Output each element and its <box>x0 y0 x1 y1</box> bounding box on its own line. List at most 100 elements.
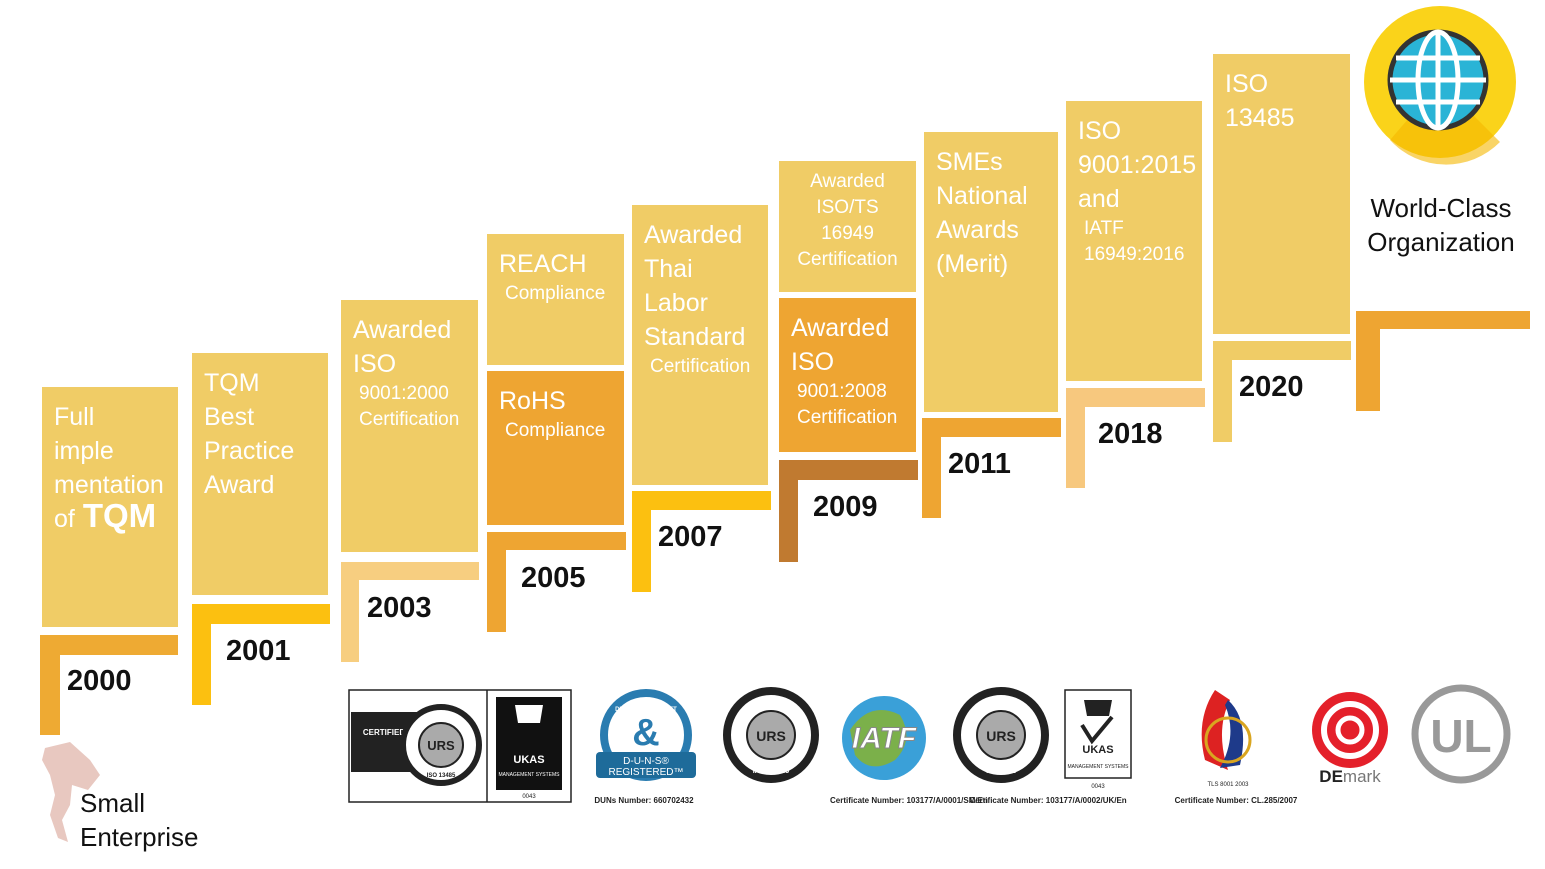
step-text: and <box>1078 185 1120 213</box>
thailand-map <box>42 742 100 842</box>
logo-text: 0043 <box>522 794 536 800</box>
step-bracket <box>192 604 330 705</box>
step-box <box>487 371 624 525</box>
step-text: 9001:2015 <box>1078 151 1196 179</box>
step-text: ISO <box>1225 70 1268 98</box>
step-text: National <box>936 182 1028 210</box>
goal-label: Organization <box>1367 227 1514 257</box>
step-subtext: Awarded <box>810 171 885 192</box>
logo-tls: TLS 8001 2003 Certificate Number: CL.285… <box>1175 690 1298 805</box>
step-bracket <box>779 460 918 562</box>
logo-text: 0043 <box>1091 784 1105 790</box>
step-bracket <box>922 418 1061 518</box>
step-text: Awarded <box>791 314 889 342</box>
step-text: Award <box>204 471 274 499</box>
logo-text: URS <box>427 738 455 753</box>
step-text: REACH <box>499 250 587 278</box>
step-text-bold: TQM <box>83 497 156 534</box>
step-subtext: IATF <box>1084 218 1124 239</box>
step-year: 2011 <box>948 448 1011 480</box>
step-year: 2001 <box>226 635 291 667</box>
logo-text: D-U-N-S® <box>623 756 669 767</box>
step-text: (Merit) <box>936 250 1008 278</box>
step-year: 2009 <box>813 491 878 523</box>
logo-demark: DEmark <box>1312 692 1388 786</box>
step-text: mentation <box>54 471 164 499</box>
step-subtext: Certification <box>650 356 750 377</box>
step-text: ISO <box>1078 117 1121 145</box>
step-subtext: 9001:2008 <box>797 381 887 402</box>
step-year: 2005 <box>521 562 586 594</box>
logo-urs-iatf: URS IATF 16949 <box>723 687 819 783</box>
logo-text: ISO 9001 <box>986 768 1016 775</box>
logo-caption: Certificate Number: CL.285/2007 <box>1175 796 1298 805</box>
logo-duns: & DUN & BRADSTREET D-U-N-S® REGISTERED™ … <box>594 689 696 805</box>
logo-urs-iso13485: CERTIFIED URS ISO 13485 UKAS MANAGEMENT … <box>348 689 572 803</box>
step-bracket <box>40 635 178 735</box>
globe-icon <box>1364 6 1516 165</box>
step-text: ISO <box>791 348 834 376</box>
step-text: Thai <box>644 255 693 283</box>
logo-iatf: IATF Certificate Number: 103177/A/0001/S… <box>830 696 988 805</box>
logo-text: DE <box>1319 767 1343 786</box>
logo-text: DUN & BRADSTREET <box>615 707 677 713</box>
logo-text: TLS 8001 2003 <box>1207 782 1249 788</box>
logo-text: MANAGEMENT SYSTEMS <box>1067 764 1129 770</box>
step-year: 2007 <box>658 521 723 553</box>
logo-text: mark <box>1343 767 1381 786</box>
step-subtext: Certification <box>797 407 897 428</box>
step-year: 2018 <box>1098 418 1163 450</box>
step-box <box>632 205 768 485</box>
step-text: Awards <box>936 216 1019 244</box>
logo-caption: Certificate Number: 103177/A/0001/SM/En <box>830 796 988 805</box>
step-bracket <box>341 562 479 662</box>
step-text: Best <box>204 403 254 431</box>
logo-text: DEmark <box>1319 767 1381 786</box>
step-subtext: 9001:2000 <box>359 383 449 404</box>
step-text: imple <box>54 437 114 465</box>
step-box <box>779 161 916 292</box>
step-box <box>487 234 624 365</box>
logo-text: IATF 16949 <box>753 768 790 775</box>
logo-text: REGISTERED™ <box>608 767 683 778</box>
step-text: Awarded <box>644 221 742 249</box>
step-text: ISO <box>353 350 396 378</box>
step-subtext: Certification <box>797 249 897 270</box>
step-bracket <box>487 532 626 632</box>
start-label: Enterprise <box>80 822 199 852</box>
step-box <box>42 387 178 627</box>
step-box <box>1213 54 1350 334</box>
step-bracket <box>632 491 771 592</box>
step-box <box>1066 101 1202 381</box>
step-text: SMEs <box>936 148 1003 176</box>
step-bracket <box>1066 388 1205 488</box>
step-text: RoHS <box>499 387 566 415</box>
step-bracket <box>1356 311 1530 411</box>
logo-text: UKAS <box>513 754 544 766</box>
step-box <box>341 300 478 552</box>
step-text: Standard <box>644 323 745 351</box>
step-subtext: Compliance <box>505 283 605 304</box>
logo-ul: UL <box>1411 684 1511 784</box>
step-year: 2003 <box>367 592 432 624</box>
svg-text:&: & <box>632 712 659 754</box>
step-text: Practice <box>204 437 294 465</box>
step-subtext: Certification <box>359 409 459 430</box>
logo-text: CERTIFIED <box>363 728 405 737</box>
logo-caption: DUNs Number: 660702432 <box>594 796 694 805</box>
goal-label: World-Class <box>1370 193 1511 223</box>
step-text: TQM <box>204 369 260 397</box>
logo-text: ISO 13485 <box>427 773 456 779</box>
step-text: 13485 <box>1225 104 1295 132</box>
step-text: Labor <box>644 289 708 317</box>
step-text: Full <box>54 403 94 431</box>
step-box <box>192 353 328 595</box>
start-label: Small <box>80 788 145 818</box>
logo-caption: Certificate Number: 103177/A/0002/UK/En <box>969 796 1127 805</box>
logo-text: MANAGEMENT SYSTEMS <box>498 772 560 778</box>
step-box <box>779 298 916 452</box>
step-box <box>924 132 1058 412</box>
logo-urs-iso9001: URS ISO 9001 UKAS MANAGEMENT SYSTEMS 004… <box>953 687 1132 805</box>
